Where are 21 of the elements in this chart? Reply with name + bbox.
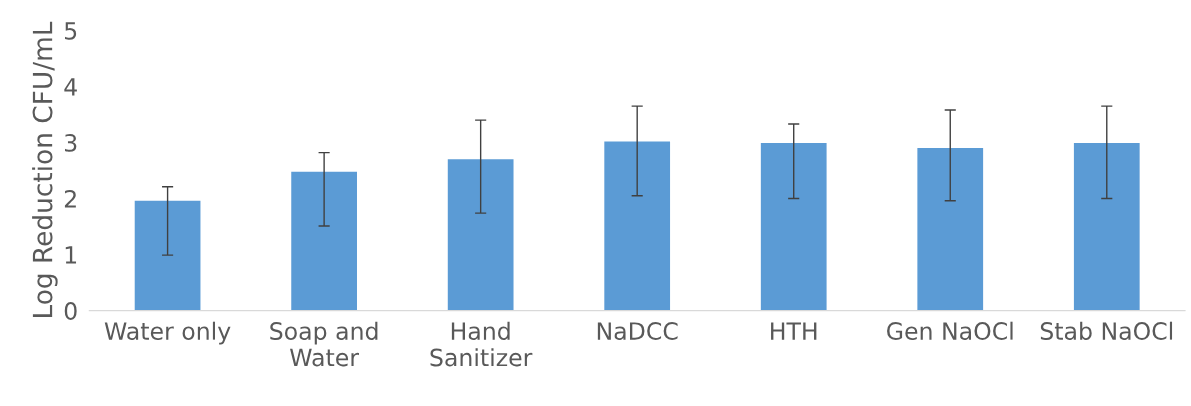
y-tick-label: 4 xyxy=(64,78,77,96)
bar xyxy=(447,159,514,311)
bar xyxy=(291,171,357,311)
bar xyxy=(1073,143,1140,311)
y-tick-label: 5 xyxy=(65,22,77,40)
y-axis-title: Log Reduction CFU/mL xyxy=(32,21,58,317)
y-tick-label: 3 xyxy=(64,133,77,152)
x-tick-label: Hand Sanitizer xyxy=(430,321,533,367)
x-tick-label: Stab NaOCl xyxy=(1040,321,1173,340)
y-tick-label: 0 xyxy=(64,302,77,320)
x-tick-label: Soap and Water xyxy=(270,321,378,367)
y-tick-label: 2 xyxy=(64,189,76,208)
bar xyxy=(917,148,984,311)
bar xyxy=(760,143,827,311)
bar xyxy=(604,141,671,311)
x-tick-label: HTH xyxy=(771,322,817,340)
x-tick-label: Gen NaOCl xyxy=(887,321,1013,340)
y-tick-label: 1 xyxy=(65,246,77,264)
x-tick-label: NaDCC xyxy=(597,322,678,340)
x-tick-label: Water only xyxy=(104,321,231,345)
bar xyxy=(134,200,201,311)
